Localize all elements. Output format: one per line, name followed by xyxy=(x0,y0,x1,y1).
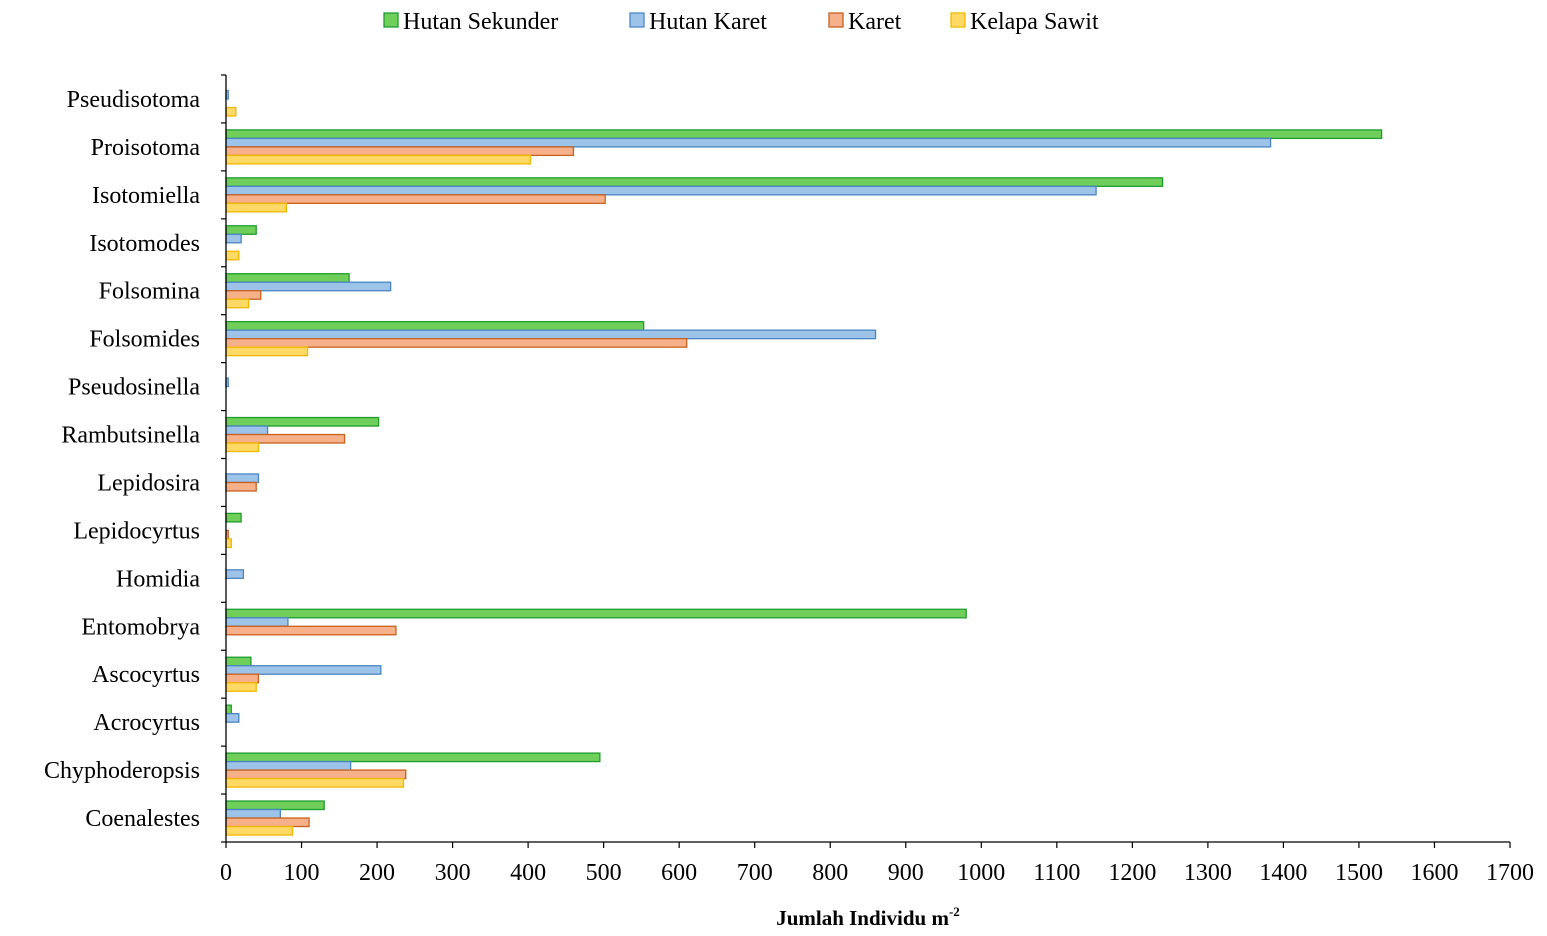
bar-karet-lepidosira xyxy=(225,481,257,492)
y-tick-label-pseudosinella: Pseudosinella xyxy=(68,375,200,401)
bar-kelapa-sawit-pseudisotoma xyxy=(225,106,237,117)
bar-hutan-sekunder-ascocyrtus xyxy=(225,656,252,667)
bar-hutan-sekunder-isotomiella xyxy=(225,177,1164,187)
bar-hutan-sekunder-chyphoderopsis xyxy=(225,752,601,763)
x-tick-label-1000: 1000 xyxy=(957,860,1005,886)
bar-karet-entomobrya xyxy=(225,625,397,636)
bar-hutan-karet-lepidosira xyxy=(225,473,260,484)
y-tick-label-lepidocyrtus: Lepidocyrtus xyxy=(73,518,200,544)
bar-kelapa-sawit-folsomides xyxy=(225,346,309,357)
bar-kelapa-sawit-proisotoma xyxy=(225,154,532,165)
bar-karet-folsomides xyxy=(225,338,688,348)
x-tick-label-200: 200 xyxy=(359,860,395,886)
legend-swatch-kelapa-sawit xyxy=(950,12,966,28)
bar-kelapa-sawit-isotomiella xyxy=(225,202,288,213)
legend: Hutan Sekunder Hutan Karet Karet Kelapa Saw… xyxy=(383,9,1099,35)
bar-karet-chyphoderopsis xyxy=(225,769,407,780)
bar-kelapa-sawit-chyphoderopsis xyxy=(225,777,405,788)
y-tick-label-folsomina: Folsomina xyxy=(99,279,201,305)
y-tick-label-rambutsinella: Rambutsinella xyxy=(61,423,200,449)
y-tick-label-isotomiella: Isotomiella xyxy=(92,183,200,209)
bar-hutan-sekunder-isotomodes xyxy=(225,225,257,235)
bar-hutan-karet-ascocyrtus xyxy=(225,665,382,675)
y-tick-label-pseudisotoma: Pseudisotoma xyxy=(67,87,201,113)
bars-group xyxy=(225,89,1383,836)
bar-hutan-sekunder-acrocyrtus xyxy=(225,704,232,715)
bar-hutan-sekunder-folsomides xyxy=(225,321,645,331)
x-tick-label-500: 500 xyxy=(586,860,622,886)
bar-hutan-karet-rambutsinella xyxy=(225,425,269,436)
x-tick-label-800: 800 xyxy=(812,860,848,886)
bar-hutan-karet-folsomides xyxy=(225,329,877,340)
x-tick-label-600: 600 xyxy=(661,860,697,886)
x-tick-label-700: 700 xyxy=(737,860,773,886)
bar-hutan-sekunder-folsomina xyxy=(225,273,350,283)
x-tick-label-0: 0 xyxy=(220,860,232,886)
x-axis-title-text: Jumlah Individu m xyxy=(776,906,949,930)
bar-hutan-karet-isotomodes xyxy=(225,233,242,244)
bar-hutan-karet-homidia xyxy=(225,569,245,579)
legend-swatch-hutan-karet xyxy=(629,12,645,28)
bar-hutan-sekunder-entomobrya xyxy=(225,608,967,619)
y-axis: Pseudisotoma Proisotoma Isotomiella Isotomo… xyxy=(44,74,227,843)
legend-swatch-hutan-sekunder xyxy=(383,12,399,28)
legend-label-karet: Karet xyxy=(848,9,902,35)
bar-hutan-karet-proisotoma xyxy=(225,137,1272,148)
bar-kelapa-sawit-folsomina xyxy=(225,298,250,309)
bar-karet-rambutsinella xyxy=(225,433,346,444)
bar-kelapa-sawit-isotomodes xyxy=(225,250,240,261)
bar-kelapa-sawit-lepidocyrtus xyxy=(225,538,232,549)
y-tick-label-homidia: Homidia xyxy=(116,566,200,592)
x-tick-label-1500: 1500 xyxy=(1335,860,1383,886)
y-tick-label-proisotoma: Proisotoma xyxy=(91,135,201,161)
legend-swatch-karet xyxy=(828,12,844,28)
bar-karet-coenalestes xyxy=(225,817,310,828)
y-tick-label-coenalestes: Coenalestes xyxy=(85,806,200,832)
x-tick-label-1200: 1200 xyxy=(1108,860,1156,886)
bar-hutan-karet-entomobrya xyxy=(225,617,289,627)
y-tick-label-lepidosira: Lepidosira xyxy=(97,470,200,496)
bar-hutan-karet-isotomiella xyxy=(225,185,1097,196)
bar-karet-isotomiella xyxy=(225,194,606,204)
bar-karet-proisotoma xyxy=(225,146,575,157)
x-tick-label-400: 400 xyxy=(510,860,546,886)
bar-kelapa-sawit-rambutsinella xyxy=(225,442,260,453)
x-axis-title-superscript: -2 xyxy=(949,904,960,919)
legend-label-hutan-karet: Hutan Karet xyxy=(649,9,767,35)
y-tick-label-acrocyrtus: Acrocyrtus xyxy=(93,710,200,736)
y-tick-label-isotomodes: Isotomodes xyxy=(89,231,200,257)
x-axis: 0 100 200 300 400 500 600 700 800 900 1000 1100 1200… xyxy=(220,841,1534,886)
bar-hutan-karet-folsomina xyxy=(225,281,392,292)
bar-karet-ascocyrtus xyxy=(225,673,260,684)
bar-hutan-sekunder-coenalestes xyxy=(225,800,325,811)
legend-label-kelapa-sawit: Kelapa Sawit xyxy=(970,9,1099,35)
bar-hutan-karet-acrocyrtus xyxy=(225,713,240,723)
legend-label-hutan-sekunder: Hutan Sekunder xyxy=(403,9,558,35)
y-tick-label-ascocyrtus: Ascocyrtus xyxy=(92,662,200,688)
x-tick-label-1600: 1600 xyxy=(1410,860,1458,886)
bar-hutan-sekunder-proisotoma xyxy=(225,129,1383,140)
x-tick-label-1300: 1300 xyxy=(1184,860,1232,886)
y-tick-label-chyphoderopsis: Chyphoderopsis xyxy=(44,758,200,784)
x-tick-label-1400: 1400 xyxy=(1259,860,1307,886)
x-tick-label-300: 300 xyxy=(435,860,471,886)
x-tick-label-1700: 1700 xyxy=(1486,860,1534,886)
bar-hutan-karet-chyphoderopsis xyxy=(225,760,352,771)
bar-hutan-karet-coenalestes xyxy=(225,808,282,819)
x-tick-label-1100: 1100 xyxy=(1033,860,1080,886)
x-tick-label-100: 100 xyxy=(284,860,320,886)
bar-karet-folsomina xyxy=(225,290,262,300)
x-axis-title: Jumlah Individu m-2 xyxy=(776,904,960,930)
bar-kelapa-sawit-coenalestes xyxy=(225,825,294,836)
bar-hutan-sekunder-lepidocyrtus xyxy=(225,512,242,523)
bar-hutan-sekunder-rambutsinella xyxy=(225,416,380,427)
y-tick-label-entomobrya: Entomobrya xyxy=(81,614,200,640)
bar-kelapa-sawit-ascocyrtus xyxy=(225,682,257,692)
y-tick-label-folsomides: Folsomides xyxy=(89,327,200,353)
x-tick-label-900: 900 xyxy=(888,860,924,886)
